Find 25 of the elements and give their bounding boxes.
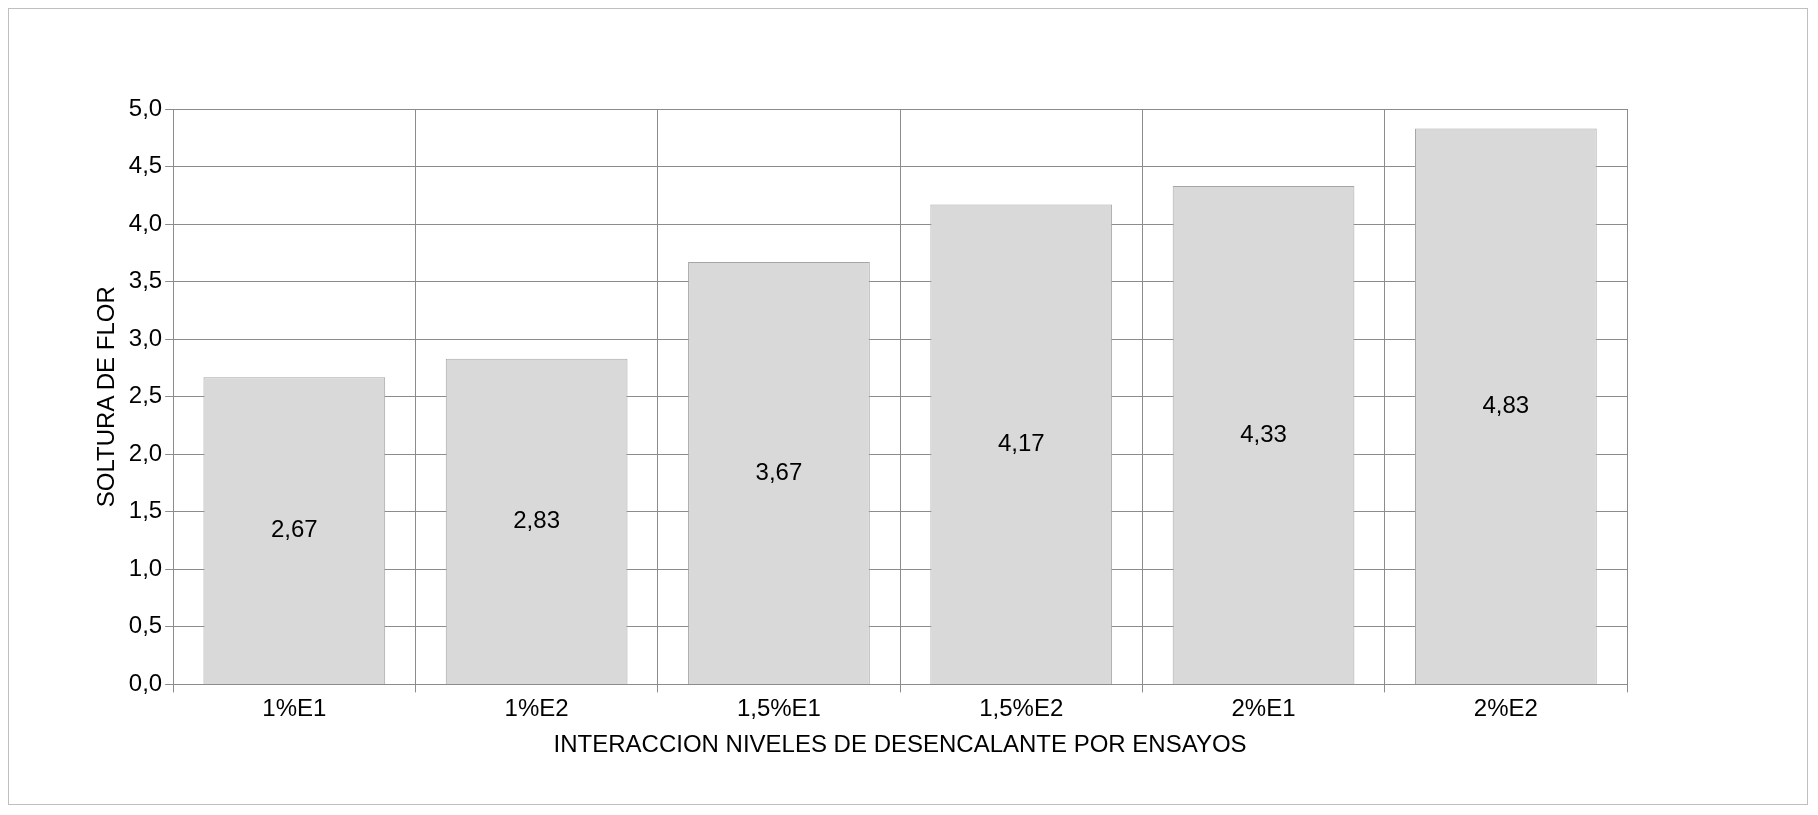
x-tick-label: 2%E2 [1473,694,1538,722]
y-tick-label: 3,5 [128,266,163,294]
x-tick-label: 1%E2 [504,694,569,722]
data-label: 2,67 [270,515,318,543]
y-tick-label: 0,5 [128,611,163,639]
y-axis-title: SOLTURA DE FLOR [92,286,120,508]
data-label: 4,17 [997,428,1045,456]
data-label: 3,67 [755,457,803,485]
y-tick-label: 3,0 [128,323,163,351]
y-tick-label: 5,0 [128,93,163,121]
x-tick-label: 2%E1 [1231,694,1296,722]
x-axis-title: INTERACCION NIVELES DE DESENCALANTE POR ENSAYOS [553,730,1247,758]
data-label: 4,83 [1482,390,1530,418]
y-tick-label: 0,0 [128,669,163,697]
y-tick-label: 1,5 [128,496,163,524]
y-tick-label: 4,5 [128,151,163,179]
data-label: 2,83 [513,505,560,533]
y-tick-label: 2,5 [128,381,163,409]
data-label: 4,33 [1240,419,1287,447]
x-tick-label: 1%E1 [262,694,327,722]
y-tick-label: 4,0 [128,208,163,236]
x-tick-label: 1,5%E2 [979,694,1064,722]
y-tick-label: 2,0 [128,438,163,466]
x-tick-label: 1,5%E1 [736,694,821,722]
y-tick-label: 1,0 [128,553,163,581]
